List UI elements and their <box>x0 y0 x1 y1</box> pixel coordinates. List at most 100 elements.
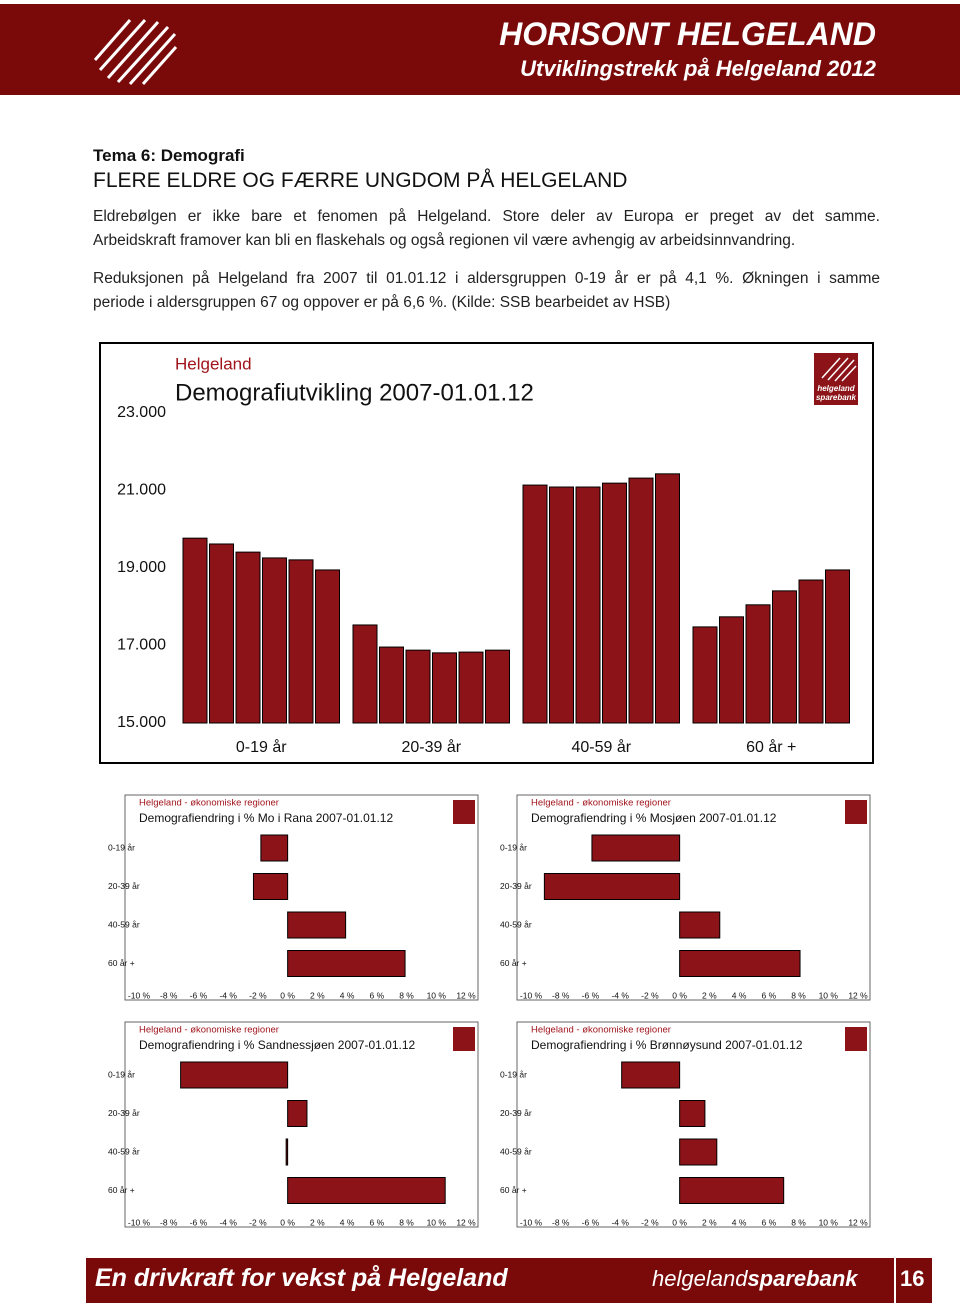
chart-frame <box>124 1021 479 1228</box>
x-tick-label: 2 % <box>310 1217 325 1227</box>
x-tick-label: 2 % <box>310 990 325 1000</box>
bar <box>692 626 718 724</box>
bar <box>543 873 681 900</box>
y-tick-label: 60 år + <box>108 1185 135 1195</box>
x-tick-label: 0 % <box>672 1217 687 1227</box>
bar <box>825 569 850 724</box>
x-tick-label: 10 % <box>427 990 447 1000</box>
x-tick-label: -2 % <box>249 990 267 1000</box>
x-tick-label: 8 % <box>399 990 414 1000</box>
bar <box>260 834 289 862</box>
x-tick-label: -10 % <box>520 1217 543 1227</box>
paragraph-line: Reduksjonen på Helgeland fra 2007 til 01… <box>93 270 880 287</box>
y-tick-label: 60 år + <box>108 958 135 968</box>
bar <box>621 1061 681 1089</box>
bar <box>287 950 406 977</box>
chart-frame <box>516 794 871 1001</box>
x-tick-label: 6 % <box>369 1217 384 1227</box>
x-tick-label: 12 % <box>456 990 476 1000</box>
chart-title: Demografiendring i % Brønnøysund 2007-01… <box>531 1038 803 1052</box>
x-tick-label: 2 % <box>702 1217 717 1227</box>
y-tick-label: 0-19 år <box>108 1069 135 1079</box>
y-tick-label: 15.000 <box>117 714 166 731</box>
x-tick-label: 0 % <box>280 990 295 1000</box>
x-tick-label: 10 % <box>819 990 839 1000</box>
bar <box>262 557 287 724</box>
y-tick-label: 0-19 år <box>500 842 527 852</box>
logo-text: sparebank <box>816 393 857 402</box>
x-tick-label: -6 % <box>190 1217 208 1227</box>
x-tick-label: -6 % <box>582 1217 600 1227</box>
x-tick-label: -6 % <box>582 990 600 1000</box>
x-tick-label: -10 % <box>128 1217 151 1227</box>
brand-part: helgeland <box>652 1266 748 1291</box>
chart-title: Demografiendring i % Sandnessjøen 2007-0… <box>139 1038 416 1052</box>
bar <box>287 911 347 939</box>
x-tick-label: 40-59 år <box>571 738 631 756</box>
footer-brand: helgelandsparebank <box>652 1266 858 1292</box>
header-logo <box>93 18 178 86</box>
x-tick-label: 12 % <box>456 1217 476 1227</box>
x-tick-label: 8 % <box>791 1217 806 1227</box>
chart-title: Demografiendring i % Mosjøen 2007-01.01.… <box>531 811 777 825</box>
x-tick-label: -6 % <box>190 990 208 1000</box>
x-tick-label: 12 % <box>848 990 868 1000</box>
bar <box>772 590 797 724</box>
y-tick-label: 20-39 år <box>500 1108 532 1118</box>
chart-frame <box>124 794 479 1001</box>
x-tick-label: 20-39 år <box>401 738 461 756</box>
paragraph-line: Eldrebølgen er ikke bare et fenomen på H… <box>93 208 880 225</box>
bar <box>180 1061 289 1089</box>
bar <box>679 950 801 977</box>
x-tick-label: 0 % <box>280 1217 295 1227</box>
x-tick-label: 4 % <box>732 1217 747 1227</box>
y-tick-label: 60 år + <box>500 1185 527 1195</box>
x-tick-label: 10 % <box>427 1217 447 1227</box>
bar <box>575 486 601 724</box>
chart-frame <box>516 1021 871 1228</box>
bar <box>352 624 378 724</box>
bar <box>798 579 824 724</box>
y-tick-label: 20-39 år <box>108 881 140 891</box>
bar <box>458 651 484 724</box>
bar <box>432 652 457 724</box>
y-tick-label: 19.000 <box>117 559 166 576</box>
header-subtitle: Utviklingstrekk på Helgeland 2012 <box>520 56 876 81</box>
chart-subtitle: Helgeland <box>175 354 252 373</box>
bar <box>679 911 721 939</box>
bar <box>655 473 680 724</box>
x-tick-label: 6 % <box>369 990 384 1000</box>
main-chart-frame <box>99 342 874 764</box>
x-tick-label: -4 % <box>611 990 629 1000</box>
bar <box>679 1138 718 1166</box>
x-tick-label: 12 % <box>848 1217 868 1227</box>
bar <box>602 482 627 724</box>
bar <box>287 1100 308 1127</box>
chart-subtitle: Helgeland - økonomiske regioner <box>531 1025 671 1036</box>
x-tick-label: -10 % <box>128 990 151 1000</box>
header-title: HORISONT HELGELAND <box>499 16 876 52</box>
x-tick-label: -2 % <box>249 1217 267 1227</box>
logo-box <box>453 800 475 824</box>
bar <box>379 646 404 724</box>
y-tick-label: 0-19 år <box>500 1069 527 1079</box>
paragraph-line: Arbeidskraft framover kan bli en flaskeh… <box>93 232 796 249</box>
bar <box>182 537 208 724</box>
bar <box>405 649 431 724</box>
chart-subtitle: Helgeland - økonomiske regioner <box>139 1025 279 1036</box>
x-tick-label: 4 % <box>340 1217 355 1227</box>
y-tick-label: 40-59 år <box>500 919 532 929</box>
bar <box>485 649 510 724</box>
x-tick-label: 8 % <box>791 990 806 1000</box>
x-tick-label: 4 % <box>732 990 747 1000</box>
bar <box>745 604 771 724</box>
x-tick-label: 0-19 år <box>236 738 287 756</box>
x-tick-label: 8 % <box>399 1217 414 1227</box>
section-heading: FLERE ELDRE OG FÆRRE UNGDOM PÅ HELGELAND <box>93 169 628 192</box>
x-tick-label: 0 % <box>672 990 687 1000</box>
bar <box>288 559 314 724</box>
y-tick-label: 21.000 <box>117 482 166 499</box>
logo-box <box>453 1027 475 1051</box>
